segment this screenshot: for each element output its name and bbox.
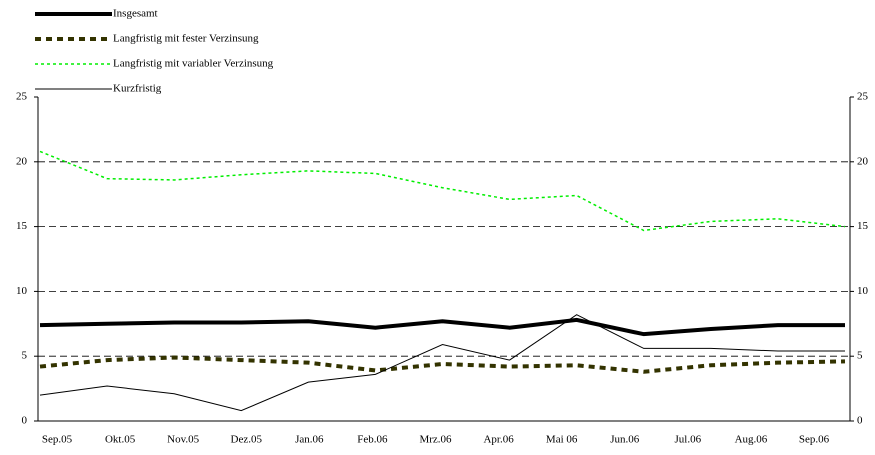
x-tick-label: Aug.06 [735, 434, 768, 446]
y2-tick-label: 25 [857, 91, 869, 103]
x-tick-label: Sep.06 [799, 434, 830, 446]
y2-tick-label: 15 [857, 220, 869, 232]
y2-tick-label: 5 [857, 350, 863, 362]
y-tick-label: 10 [16, 285, 28, 297]
y-tick-label: 15 [16, 220, 28, 232]
series-line [39, 355, 846, 374]
x-tick-label: Okt.05 [105, 434, 136, 446]
y2-tick-label: 0 [857, 415, 863, 427]
x-tick-label: Jul.06 [675, 434, 702, 446]
series-line [39, 314, 845, 412]
legend-label: Langfristig mit fester Verzinsung [113, 33, 259, 45]
x-tick-label: Mai 06 [546, 434, 578, 446]
x-tick-label: Nov.05 [167, 434, 199, 446]
legend-label: Langfristig mit variabler Verzinsung [113, 58, 274, 70]
x-tick-label: Jun.06 [610, 434, 640, 446]
y-tick-label: 20 [16, 155, 28, 167]
y2-tick-label: 20 [857, 155, 869, 167]
legend-label: Insgesamt [113, 8, 158, 20]
y-tick-label: 0 [22, 415, 28, 427]
y-tick-label: 5 [22, 350, 28, 362]
legend-label: Kurzfristig [113, 83, 162, 95]
x-tick-label: Mrz.06 [419, 434, 452, 446]
y-tick-label: 25 [16, 91, 28, 103]
x-tick-label: Dez.05 [231, 434, 263, 446]
series-line [39, 317, 845, 337]
x-tick-label: Apr.06 [483, 434, 514, 446]
x-tick-label: Sep.05 [42, 434, 73, 446]
x-tick-label: Jan.06 [295, 434, 324, 446]
y2-tick-label: 10 [857, 285, 869, 297]
series-line [39, 150, 846, 232]
x-tick-label: Feb.06 [357, 434, 388, 446]
